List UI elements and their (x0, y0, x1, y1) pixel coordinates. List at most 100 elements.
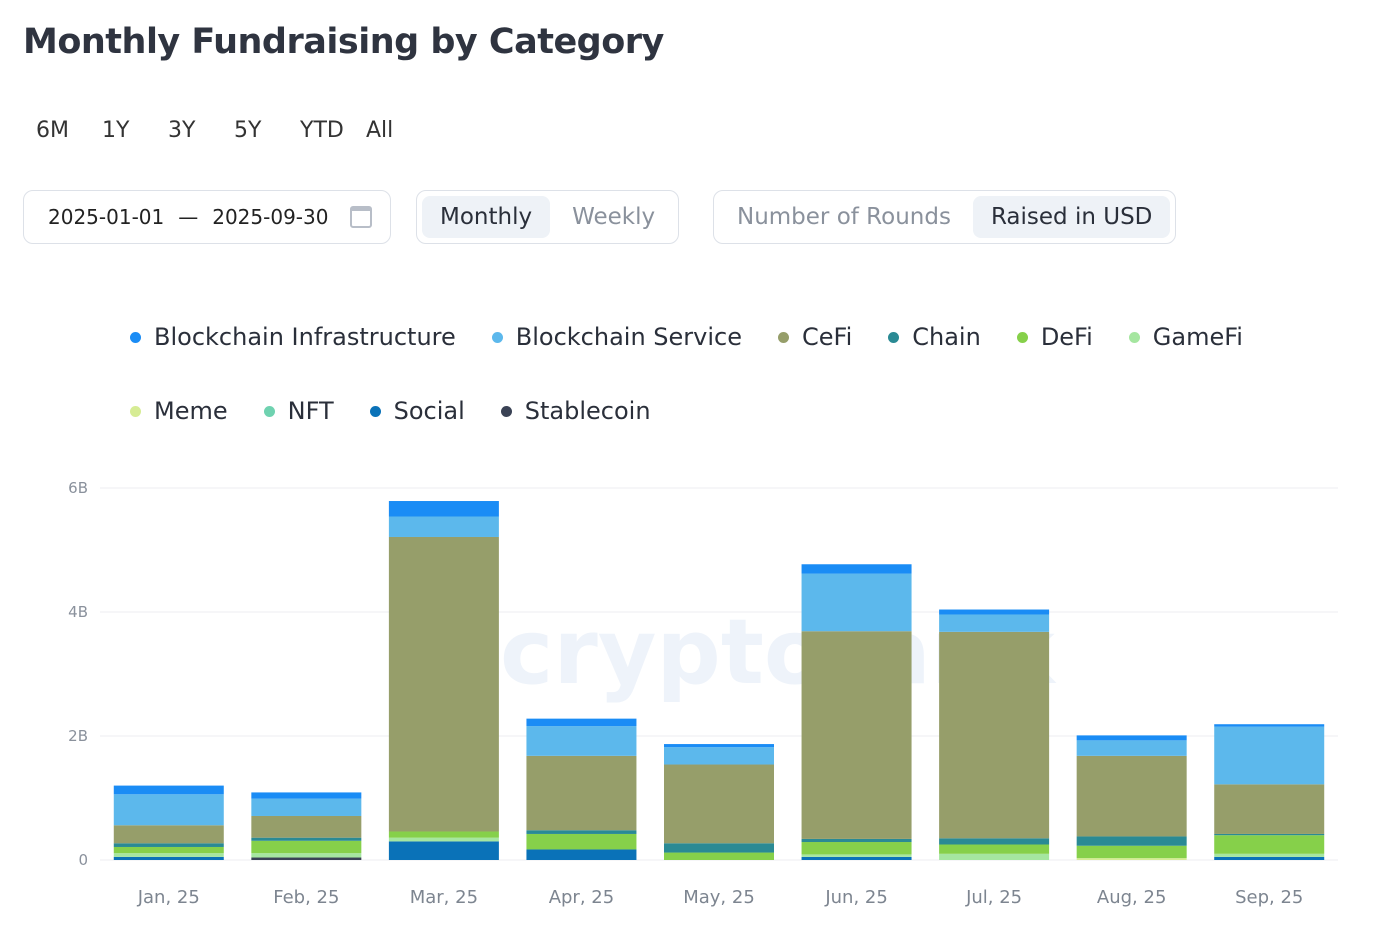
bar-segment[interactable] (388, 536, 499, 832)
bar-segment[interactable] (251, 798, 362, 816)
legend-item[interactable]: Blockchain Service (491, 322, 742, 352)
bar-segment[interactable] (526, 830, 637, 834)
legend-item[interactable]: GameFi (1128, 322, 1243, 352)
range-1y[interactable]: 1Y (102, 118, 130, 143)
legend-label: Social (393, 397, 465, 425)
bar-segment[interactable] (801, 564, 912, 574)
bar-segment[interactable] (1076, 735, 1187, 741)
bar-segment[interactable] (388, 501, 499, 517)
bar-segment[interactable] (251, 840, 362, 854)
interval-monthly[interactable]: Monthly (422, 196, 551, 238)
bar-segment[interactable] (113, 825, 224, 844)
bar-segment[interactable] (113, 794, 224, 826)
legend-label: Meme (154, 397, 228, 425)
range-6m[interactable]: 6M (36, 118, 69, 143)
bar-segment[interactable] (939, 614, 1050, 632)
bar-segment[interactable] (251, 857, 362, 860)
bar-segment[interactable] (1214, 726, 1325, 785)
calendar-icon[interactable] (350, 206, 373, 228)
range-5y[interactable]: 5Y (234, 118, 262, 143)
bar-segment[interactable] (939, 844, 1050, 854)
bar-segment[interactable] (388, 831, 499, 838)
metric-usd[interactable]: Raised in USD (972, 196, 1171, 238)
range-all[interactable]: All (366, 118, 394, 143)
legend-item[interactable]: Chain (888, 322, 981, 352)
bar-segment[interactable] (1214, 835, 1325, 854)
metric-rounds[interactable]: Number of Rounds (737, 204, 951, 230)
y-tick-label: 6B (68, 479, 88, 497)
legend-label: NFT (287, 397, 334, 425)
legend-item[interactable]: Social (369, 396, 465, 426)
bar-segment[interactable] (251, 815, 362, 838)
bar-segment[interactable] (801, 856, 912, 860)
legend-dot-icon (130, 405, 141, 417)
bar-segment[interactable] (113, 856, 224, 860)
legend-item[interactable]: Blockchain Infrastructure (130, 322, 456, 352)
bar-segment[interactable] (1076, 845, 1187, 859)
bar-segment[interactable] (526, 726, 637, 756)
range-3y[interactable]: 3Y (168, 118, 196, 143)
bar-segment[interactable] (251, 853, 362, 858)
bar-segment[interactable] (664, 764, 774, 844)
x-tick-label: Jul, 25 (965, 887, 1022, 908)
bar-segment[interactable] (1076, 755, 1187, 837)
bar-segment[interactable] (664, 843, 774, 853)
x-tick-label: Jan, 25 (137, 887, 200, 908)
bar-segment[interactable] (939, 609, 1050, 615)
bar-segment[interactable] (526, 755, 637, 831)
bar-segment[interactable] (251, 837, 362, 841)
bar-segment[interactable] (801, 631, 912, 839)
bar-segment[interactable] (1076, 858, 1187, 860)
legend-item[interactable]: Stablecoin (500, 396, 651, 426)
bar-segment[interactable] (801, 842, 912, 855)
bar-segment[interactable] (1076, 740, 1187, 756)
legend-label: CeFi (802, 323, 853, 351)
bar-segment[interactable] (664, 852, 774, 860)
bar-segment[interactable] (1214, 724, 1325, 727)
bar-segment[interactable] (664, 744, 774, 748)
bar-segment[interactable] (113, 785, 224, 795)
bar-segment[interactable] (801, 573, 912, 632)
bar-segment[interactable] (939, 838, 1050, 845)
bar-segment[interactable] (1214, 784, 1325, 834)
bar-segment[interactable] (526, 849, 637, 860)
bar-segment[interactable] (526, 833, 637, 850)
legend-item[interactable]: CeFi (778, 322, 852, 352)
range-ytd[interactable]: YTD (300, 118, 344, 143)
y-tick-label: 0 (78, 851, 88, 869)
legend-item[interactable]: Meme (130, 396, 228, 426)
bar-segment[interactable] (1214, 833, 1325, 836)
bar-segment[interactable] (388, 837, 499, 842)
bar-segment[interactable] (801, 854, 912, 857)
y-tick-label: 2B (68, 727, 88, 745)
bar-segment[interactable] (939, 631, 1050, 839)
bar-segment[interactable] (1076, 836, 1187, 846)
bar-segment[interactable] (939, 853, 1050, 860)
legend-dot-icon (1016, 331, 1028, 343)
bar-segment[interactable] (526, 718, 637, 727)
x-tick-label: Aug, 25 (1097, 887, 1167, 908)
bar-segment[interactable] (664, 747, 774, 765)
x-tick-label: Jun, 25 (824, 887, 887, 908)
legend-item[interactable]: DeFi (1016, 322, 1093, 352)
bar-segment[interactable] (251, 792, 362, 799)
interval-weekly[interactable]: Weekly (572, 204, 656, 230)
date-range-picker[interactable]: 2025-01-01 — 2025-09-30 (23, 190, 391, 244)
bar-segment[interactable] (1214, 856, 1325, 860)
bar-segment[interactable] (113, 853, 224, 857)
bar-segment[interactable] (1214, 853, 1325, 857)
x-tick-label: Apr, 25 (549, 887, 615, 908)
bar-segment[interactable] (388, 841, 499, 860)
bar-segment[interactable] (801, 838, 912, 843)
range-selector: 6M 1Y 3Y 5Y YTD All (36, 118, 432, 143)
legend-label: Chain (912, 323, 981, 351)
legend-label: GameFi (1152, 323, 1243, 351)
bar-segment[interactable] (388, 516, 499, 537)
bar-segment[interactable] (113, 843, 224, 847)
legend-dot-icon (263, 405, 275, 417)
legend-label: Stablecoin (524, 397, 651, 425)
bar-segment[interactable] (113, 846, 224, 854)
legend-item[interactable]: NFT (263, 396, 334, 426)
legend-dot-icon (369, 405, 381, 417)
